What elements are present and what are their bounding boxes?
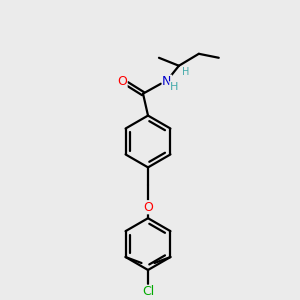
Text: Cl: Cl	[142, 285, 154, 298]
Text: N: N	[162, 75, 172, 88]
Text: H: H	[182, 67, 190, 77]
Text: O: O	[143, 201, 153, 214]
Text: O: O	[117, 75, 127, 88]
Text: H: H	[170, 82, 178, 92]
